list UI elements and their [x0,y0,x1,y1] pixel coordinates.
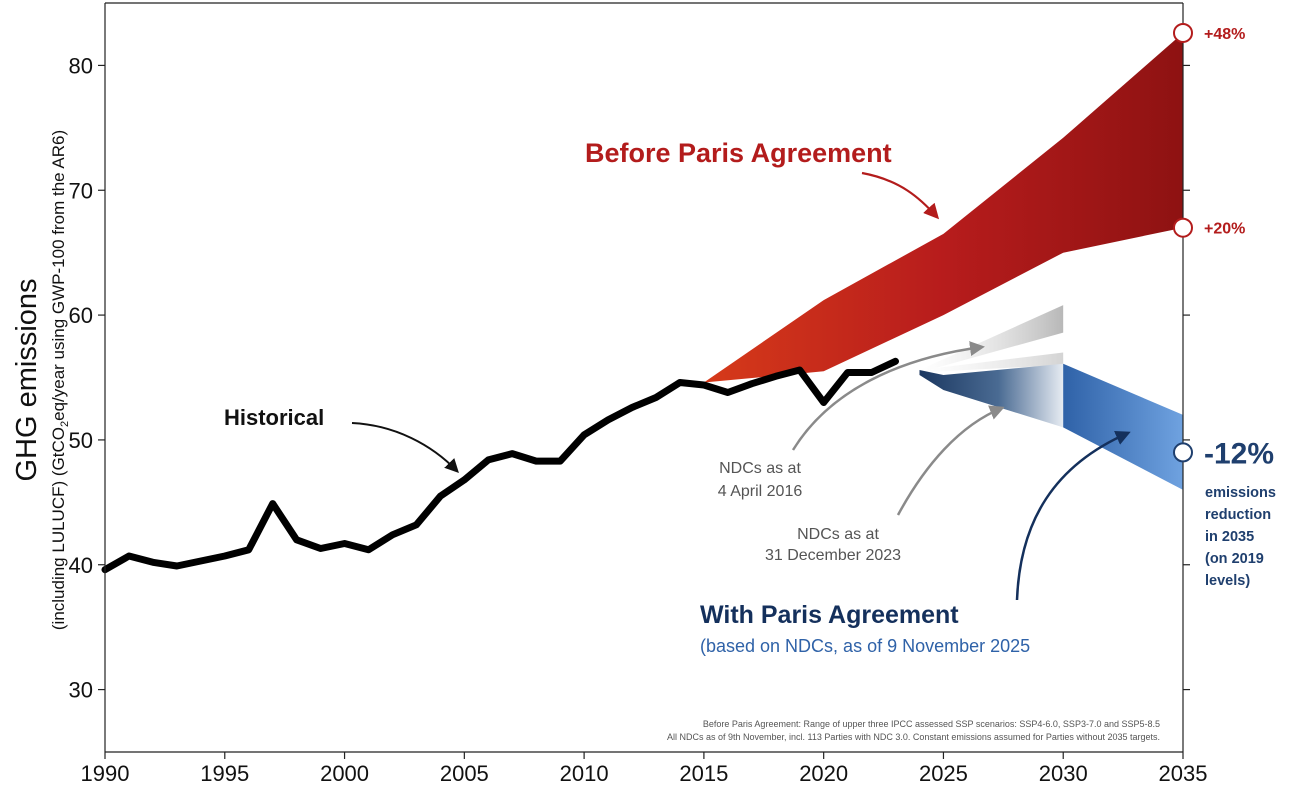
y-tick-label: 70 [69,178,93,203]
x-tick-label: 2015 [679,761,728,786]
end-marker-label: +20% [1204,221,1245,238]
y-axis-subtitle-b: eq/year using GWP-100 from the AR6) [49,130,68,421]
y-axis-title: GHG emissions [11,278,43,481]
ndc-2023-label-line2: 31 December 2023 [765,547,901,564]
x-tick-label: 2020 [799,761,848,786]
end-marker-circle [1173,217,1193,238]
reduction-line-2: reduction [1205,507,1271,523]
x-tick-label: 2030 [1039,761,1088,786]
historical-label: Historical [224,405,324,430]
bands-layer [703,33,1183,490]
with-paris-band-2035 [1063,363,1183,490]
reduction-line-1: emissions [1205,485,1276,501]
reduction-line-5: levels) [1205,573,1250,589]
x-tick-label: 2005 [440,761,489,786]
ndc-2016-band [919,305,1064,373]
with-paris-sublabel: (based on NDCs, as of 9 November 2025 [700,636,1030,656]
y-axis-subtitle: (including LULUCF) (GtCO2eq/year using G… [49,130,71,630]
y-tick-label: 50 [69,428,93,453]
end-marker-label: +48% [1204,26,1245,43]
footnote-line-2: All NDCs as of 9th November, incl. 113 P… [667,732,1160,742]
before-paris-band [703,33,1183,383]
x-ticks: 1990 1995 2000 2005 2010 2015 2020 2025 2030 2035 [81,752,1208,786]
y-tick-label: 40 [69,553,93,578]
x-tick-label: 1990 [81,761,130,786]
y-axis-label-group: GHG emissions [11,278,43,481]
end-marker-circle [1173,442,1193,463]
y-axis-sublabel-group: (including LULUCF) (GtCO2eq/year using G… [49,130,71,630]
end-markers: +48% +20% -12% [1173,22,1274,470]
x-tick-label: 2010 [560,761,609,786]
reduction-line-3: in 2035 [1205,529,1254,545]
before-paris-label: Before Paris Agreement [585,138,892,168]
end-marker-label: -12% [1204,437,1274,470]
x-tick-label: 2000 [320,761,369,786]
axes [104,2,1184,753]
historical-arrow [351,422,459,474]
ndc-2023-label-line1: NDCs as at [797,526,879,543]
ndc-2016-label-line1: NDCs as at [719,460,801,477]
historical-series-line [101,357,899,574]
y-tick-label: 80 [69,53,93,78]
ndc-2016-arrow [791,341,985,451]
footnote-line-1: Before Paris Agreement: Range of upper t… [703,719,1160,729]
end-marker-circle [1173,22,1193,43]
y-ticks: 30 40 50 60 70 80 [69,53,1190,703]
reduction-text: emissions reduction in 2035 (on 2019 lev… [1205,485,1276,589]
with-paris-arrow [1015,430,1131,601]
ndc-2023-arrow [896,405,1005,516]
x-tick-label: 2025 [919,761,968,786]
ndc-2016-label-line2: 4 April 2016 [718,483,803,500]
x-tick-label: 2035 [1159,761,1208,786]
y-axis-subtitle-a: (including LULUCF) (GtCO [49,427,68,630]
ndc-2023-band [919,352,1064,373]
y-tick-label: 60 [69,303,93,328]
before-paris-arrow [861,171,940,220]
reduction-line-4: (on 2019 [1205,551,1264,567]
x-tick-label: 1995 [200,761,249,786]
y-axis-subtitle-subscript: 2 [59,421,71,427]
y-tick-label: 30 [69,678,93,703]
with-paris-label: With Paris Agreement [700,601,959,629]
with-paris-band-2030 [919,363,1064,428]
